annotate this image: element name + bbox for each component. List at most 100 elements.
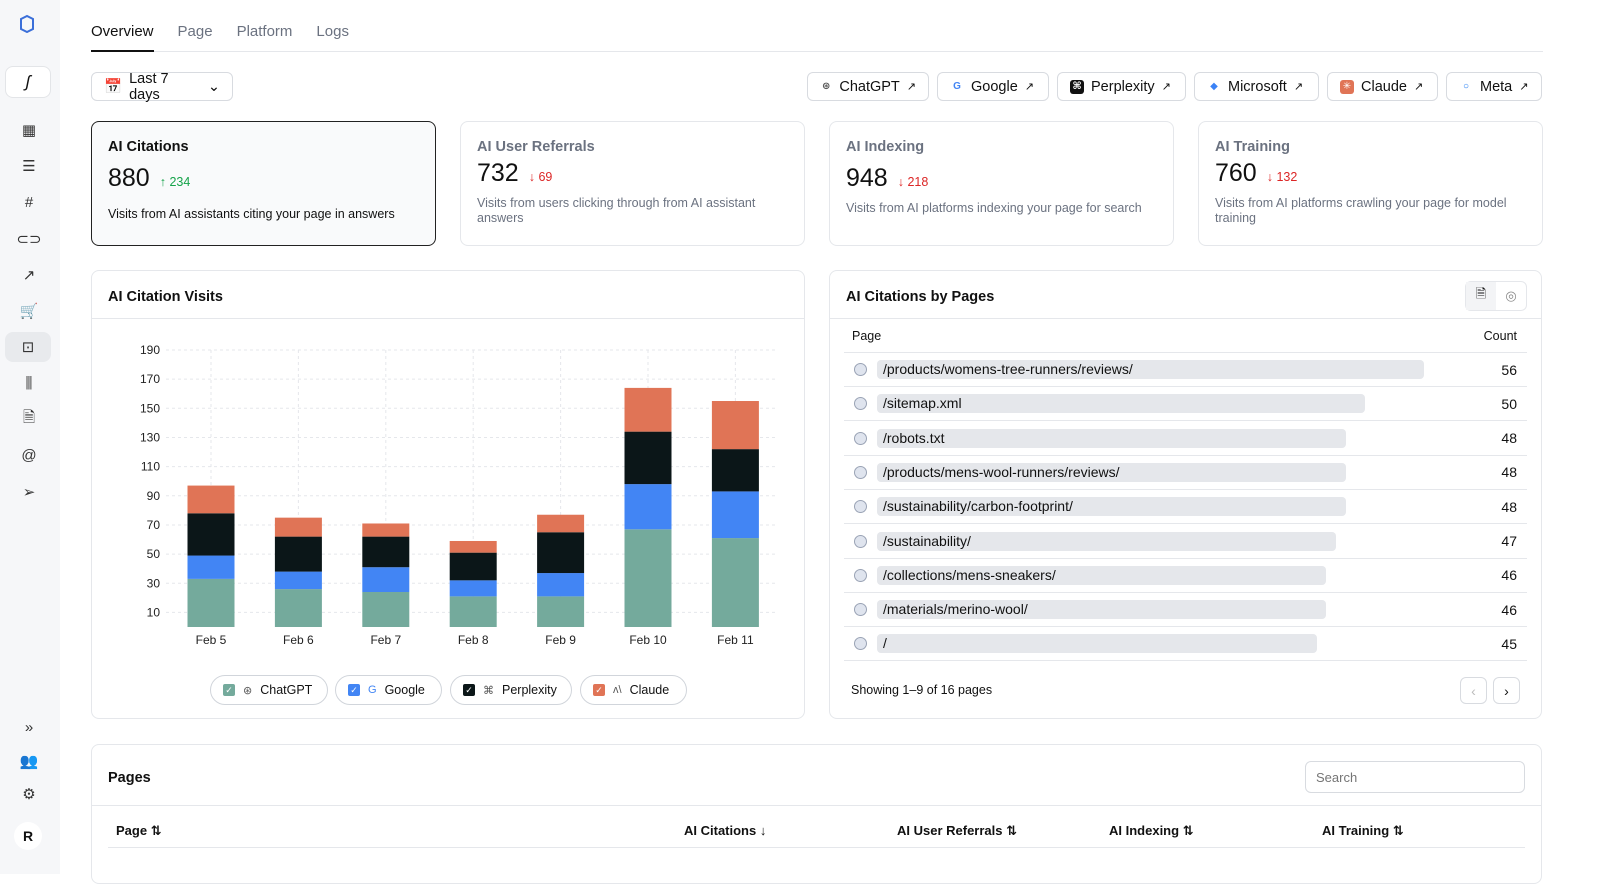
legend-claude[interactable]: ✓ ʌ\ Claude bbox=[580, 675, 687, 705]
bar-chatgpt[interactable] bbox=[274, 589, 322, 627]
list-item[interactable]: /products/mens-wool-runners/reviews/48 bbox=[844, 456, 1527, 490]
list-item[interactable]: /sustainability/carbon-footprint/48 bbox=[844, 490, 1527, 525]
bar-claude[interactable] bbox=[274, 517, 322, 537]
bar-perplexity[interactable] bbox=[362, 536, 410, 568]
stacked-bar-chart: 10 30 50 70 90 110 130 150 170 190 Feb 5 Feb 6 Feb 7… bbox=[140, 343, 778, 647]
bar-claude[interactable] bbox=[537, 514, 585, 533]
bar-google[interactable] bbox=[537, 573, 585, 597]
bar-perplexity[interactable] bbox=[274, 536, 322, 572]
y-tick-label: 130 bbox=[140, 430, 160, 444]
prev-page-button[interactable]: ‹ bbox=[1460, 677, 1487, 704]
bar-chatgpt[interactable] bbox=[711, 538, 759, 627]
users-icon[interactable]: 👥 bbox=[19, 752, 39, 770]
message-icon[interactable]: ☰ bbox=[22, 158, 36, 176]
bar-google[interactable] bbox=[274, 571, 322, 590]
chatgpt-logo-icon: ⊛ bbox=[821, 81, 831, 92]
bar-claude[interactable] bbox=[624, 387, 672, 432]
bar-perplexity[interactable] bbox=[187, 513, 235, 556]
settings-icon[interactable]: ⚙ bbox=[22, 786, 36, 803]
bar-google[interactable] bbox=[449, 580, 497, 597]
view-toggle: 🗎 ◎ bbox=[1465, 281, 1527, 311]
col-training-header[interactable]: AI Training ⇅ bbox=[1322, 823, 1404, 838]
hash-icon[interactable]: # bbox=[24, 193, 34, 211]
metric-card[interactable]: AI User Referrals 732 ↓ 69 Visits from user… bbox=[460, 121, 805, 246]
bot-icon[interactable]: ⊡ bbox=[5, 332, 51, 363]
platform-claude-button[interactable]: ✳ Claude ↗ bbox=[1327, 72, 1438, 101]
checkbox-icon[interactable]: ✓ bbox=[593, 684, 605, 696]
bar-google[interactable] bbox=[187, 555, 235, 579]
list-item[interactable]: /materials/merino-wool/46 bbox=[844, 593, 1527, 628]
tab-overview[interactable]: Overview bbox=[91, 14, 154, 52]
col-page-header[interactable]: Page ⇅ bbox=[116, 823, 162, 838]
tab-platform[interactable]: Platform bbox=[236, 23, 293, 40]
dashboard-icon[interactable]: ▦ bbox=[21, 122, 37, 139]
tab-page[interactable]: Page bbox=[177, 23, 213, 40]
bar-claude[interactable] bbox=[187, 485, 235, 514]
chevron-down-icon: ⌄ bbox=[207, 78, 220, 95]
metric-title: AI User Referrals bbox=[477, 139, 595, 155]
send-icon[interactable]: ➢ bbox=[22, 484, 36, 501]
bar-perplexity[interactable] bbox=[537, 532, 585, 574]
date-filter-dropdown[interactable]: 📅 Last 7 days ⌄ bbox=[91, 71, 233, 103]
checkbox-icon[interactable]: ✓ bbox=[463, 684, 475, 696]
bar-claude[interactable] bbox=[711, 401, 759, 450]
bar-perplexity[interactable] bbox=[624, 431, 672, 485]
cart-icon[interactable]: 🛒 bbox=[19, 303, 39, 320]
bar-perplexity[interactable] bbox=[711, 449, 759, 492]
bar-google[interactable] bbox=[624, 484, 672, 530]
bar-chatgpt[interactable] bbox=[187, 578, 235, 627]
link-icon[interactable]: ⊂⊃ bbox=[16, 230, 42, 248]
list-item[interactable]: /collections/mens-sneakers/46 bbox=[844, 559, 1527, 593]
brand-switcher[interactable]: ʃ bbox=[5, 66, 51, 98]
next-page-button[interactable]: › bbox=[1493, 677, 1520, 704]
platform-google-button[interactable]: G Google ↗ bbox=[937, 72, 1049, 101]
app-logo-icon[interactable] bbox=[14, 10, 40, 36]
list-item[interactable]: / 45 bbox=[844, 627, 1527, 662]
y-tick-label: 50 bbox=[147, 547, 161, 561]
expand-icon[interactable]: » bbox=[24, 718, 34, 736]
globe-icon bbox=[854, 568, 867, 582]
list-item[interactable]: /sitemap.xml 50 bbox=[844, 387, 1527, 422]
library-icon[interactable]: ⫼ bbox=[25, 374, 33, 392]
checkbox-icon[interactable]: ✓ bbox=[223, 684, 235, 696]
trending-icon[interactable]: ↗ bbox=[22, 266, 36, 284]
bar-claude[interactable] bbox=[449, 540, 497, 553]
platform-chatgpt-button[interactable]: ⊛ ChatGPT ↗ bbox=[807, 72, 929, 101]
legend-perplexity[interactable]: ✓ ⌘ Perplexity bbox=[450, 675, 572, 705]
col-citations-header[interactable]: AI Citations ↓ bbox=[684, 823, 767, 838]
tab-logs[interactable]: Logs bbox=[316, 23, 349, 40]
at-icon[interactable]: @ bbox=[21, 447, 37, 465]
bar-google[interactable] bbox=[711, 491, 759, 539]
bar-chatgpt[interactable] bbox=[362, 592, 410, 627]
external-link-icon: ↗ bbox=[1293, 81, 1304, 93]
google-logo-icon: G bbox=[953, 81, 961, 92]
bar-google[interactable] bbox=[362, 567, 410, 593]
avatar[interactable]: R bbox=[14, 822, 42, 850]
metric-card[interactable]: AI Citations 880 ↑ 234 Visits from AI assis… bbox=[91, 121, 436, 246]
platform-microsoft-button[interactable]: ◆ Microsoft ↗ bbox=[1194, 72, 1319, 101]
metric-card[interactable]: AI Training 760 ↓ 132 Visits from AI platfo… bbox=[1198, 121, 1543, 246]
globe-icon bbox=[854, 397, 867, 411]
bar-perplexity[interactable] bbox=[449, 552, 497, 581]
bar-chatgpt[interactable] bbox=[449, 596, 497, 627]
legend-chatgpt[interactable]: ✓ ⊛ ChatGPT bbox=[210, 675, 328, 705]
list-item[interactable]: /sustainability/47 bbox=[844, 525, 1527, 559]
legend-google[interactable]: ✓ G Google bbox=[335, 675, 442, 705]
bar-chatgpt[interactable] bbox=[624, 529, 672, 627]
document-icon[interactable]: 🗎 bbox=[22, 409, 36, 427]
metric-card[interactable]: AI Indexing 948 ↓ 218 Visits from AI platfo… bbox=[829, 121, 1174, 246]
list-item[interactable]: /robots.txt 48 bbox=[844, 422, 1527, 456]
bar-chatgpt[interactable] bbox=[537, 596, 585, 627]
list-item[interactable]: /products/womens-tree-runners/reviews/56 bbox=[844, 353, 1527, 387]
metric-description: Visits from AI assistants citing your pa… bbox=[108, 207, 395, 221]
platform-meta-button[interactable]: ○ Meta ↗ bbox=[1446, 72, 1542, 101]
search-input[interactable] bbox=[1305, 761, 1525, 793]
col-indexing-header[interactable]: AI Indexing ⇅ bbox=[1109, 823, 1194, 838]
globe-view-icon[interactable]: ◎ bbox=[1505, 288, 1517, 303]
page-view-icon[interactable]: 🗎 bbox=[1466, 282, 1496, 310]
globe-icon bbox=[854, 637, 867, 651]
bar-claude[interactable] bbox=[362, 523, 410, 537]
checkbox-icon[interactable]: ✓ bbox=[348, 684, 360, 696]
col-referrals-header[interactable]: AI User Referrals ⇅ bbox=[897, 823, 1018, 838]
platform-perplexity-button[interactable]: ⌘ Perplexity ↗ bbox=[1057, 72, 1186, 101]
